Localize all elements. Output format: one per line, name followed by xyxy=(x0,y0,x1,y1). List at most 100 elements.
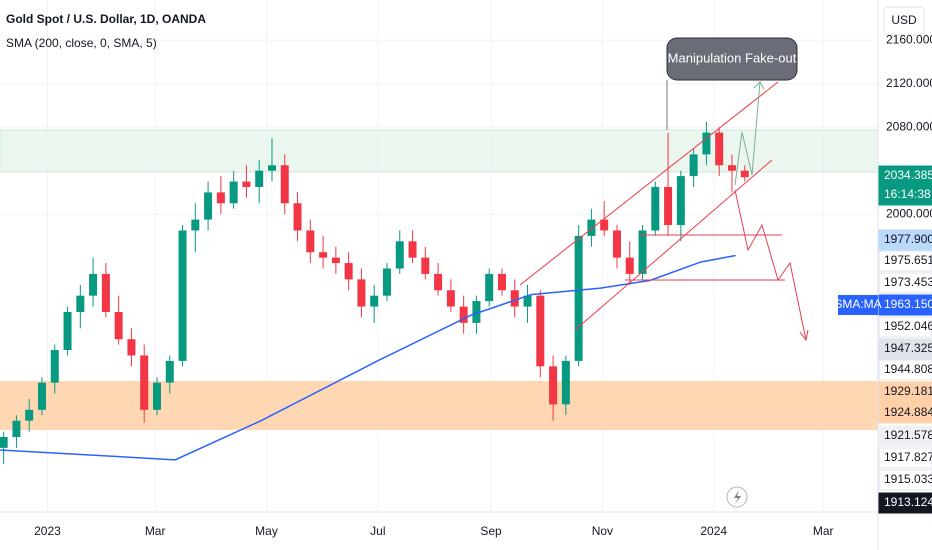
price-badge-label: 1921.578 xyxy=(884,428,932,442)
candle-body xyxy=(382,268,391,296)
price-badge xyxy=(878,229,932,251)
candle-body xyxy=(459,306,468,323)
candle-body xyxy=(536,295,545,367)
price-badge-label: 1975.651 xyxy=(884,253,932,267)
candle-body xyxy=(651,186,660,231)
candle-body xyxy=(740,170,749,178)
candle-body xyxy=(63,311,72,351)
candle-body xyxy=(408,241,417,258)
candle-body xyxy=(25,409,34,421)
candle-body xyxy=(37,382,46,410)
candle-body xyxy=(702,132,711,155)
y-tick-label: 2160.000 xyxy=(886,32,932,46)
price-badge xyxy=(878,316,932,338)
y-tick-label: 2000.000 xyxy=(886,206,932,220)
price-badge-label: 1973.453 xyxy=(884,275,932,289)
price-badge-label: 2034.385 xyxy=(884,168,932,182)
candle-body xyxy=(421,257,430,274)
candle-body xyxy=(395,241,404,269)
candle-body xyxy=(472,301,481,323)
candle-body xyxy=(319,252,328,258)
price-badge xyxy=(878,402,932,424)
candle-body xyxy=(561,360,570,405)
price-badge xyxy=(878,338,932,360)
x-tick-label: 2023 xyxy=(34,524,61,538)
price-badge xyxy=(878,272,932,294)
candle-body xyxy=(293,203,302,231)
candle-body xyxy=(216,192,225,204)
annotation: Manipulation Fake-out xyxy=(668,50,797,65)
candle-body xyxy=(510,290,519,307)
candle-body xyxy=(165,360,174,383)
candle-body xyxy=(204,192,213,220)
currency-button[interactable] xyxy=(883,6,925,36)
price-badge xyxy=(878,294,932,316)
candle-body xyxy=(344,263,353,280)
chart-title: Gold Spot / U.S. Dollar, 1D, OANDA xyxy=(6,12,206,26)
candle-body xyxy=(497,273,506,291)
price-badge-label: 1963.150 xyxy=(884,297,932,311)
candle-body xyxy=(715,132,724,166)
candle-body xyxy=(549,366,558,405)
x-tick-label: Sep xyxy=(480,524,502,538)
candle-body xyxy=(625,257,634,274)
candle-body xyxy=(523,295,532,307)
candle-body xyxy=(76,295,85,312)
price-badge xyxy=(878,381,932,403)
price-badge-label: 1977.900 xyxy=(884,232,932,246)
candle-body xyxy=(114,311,123,340)
candle-body xyxy=(280,165,289,204)
candle-body xyxy=(676,176,685,226)
candle-body xyxy=(255,170,264,187)
candle-body xyxy=(178,230,187,361)
price-badge-label: 1924.884 xyxy=(884,405,932,419)
candle-body xyxy=(664,186,673,226)
price-badge xyxy=(878,447,932,469)
y-tick-label: 2080.000 xyxy=(886,119,932,133)
sma-line xyxy=(0,254,736,461)
candle-body xyxy=(306,230,315,253)
candle-body xyxy=(0,436,8,448)
candle-body xyxy=(152,382,161,410)
price-badge-label: 1913.124 xyxy=(884,495,932,509)
candle-body xyxy=(242,181,251,187)
x-tick-label: 2024 xyxy=(700,524,727,538)
price-badge xyxy=(878,359,932,381)
candle-body xyxy=(229,181,238,204)
x-tick-label: May xyxy=(255,524,278,538)
candle-body xyxy=(12,420,21,437)
candle-body xyxy=(127,339,136,356)
candle-body xyxy=(727,165,736,171)
price-badge-label: 1915.033 xyxy=(884,472,932,486)
price-badge-label: 1944.808 xyxy=(884,362,932,376)
sma-tag-label: SMA:MA xyxy=(834,297,881,311)
sma-tag xyxy=(838,295,878,315)
candle-body xyxy=(191,219,200,231)
candle-body xyxy=(140,355,149,410)
price-badge xyxy=(878,425,932,447)
x-tick-label: Nov xyxy=(592,524,613,538)
candle-body xyxy=(434,273,443,291)
price-badge xyxy=(878,184,932,206)
alert-icon-glyph xyxy=(734,490,741,504)
x-tick-label: Mar xyxy=(145,524,166,538)
price-badge-label: 1917.827 xyxy=(884,450,932,464)
candle-body xyxy=(638,230,647,274)
candle-body xyxy=(50,350,59,383)
candle-body xyxy=(574,235,583,361)
x-tick-label: Mar xyxy=(813,524,834,538)
candle-body xyxy=(446,290,455,307)
candle-body xyxy=(600,219,609,231)
price-badge-label: 1952.046 xyxy=(884,319,932,333)
price-badge xyxy=(878,250,932,272)
price-badge xyxy=(878,469,932,491)
candle-body xyxy=(485,273,494,302)
candle-body xyxy=(357,279,366,307)
candle-body xyxy=(89,273,98,296)
candle-body xyxy=(101,273,110,312)
indicator-label: SMA (200, close, 0, SMA, 5) xyxy=(6,36,157,50)
currency: USD xyxy=(891,13,917,27)
candle-body xyxy=(370,295,379,307)
candle-body xyxy=(267,165,276,171)
